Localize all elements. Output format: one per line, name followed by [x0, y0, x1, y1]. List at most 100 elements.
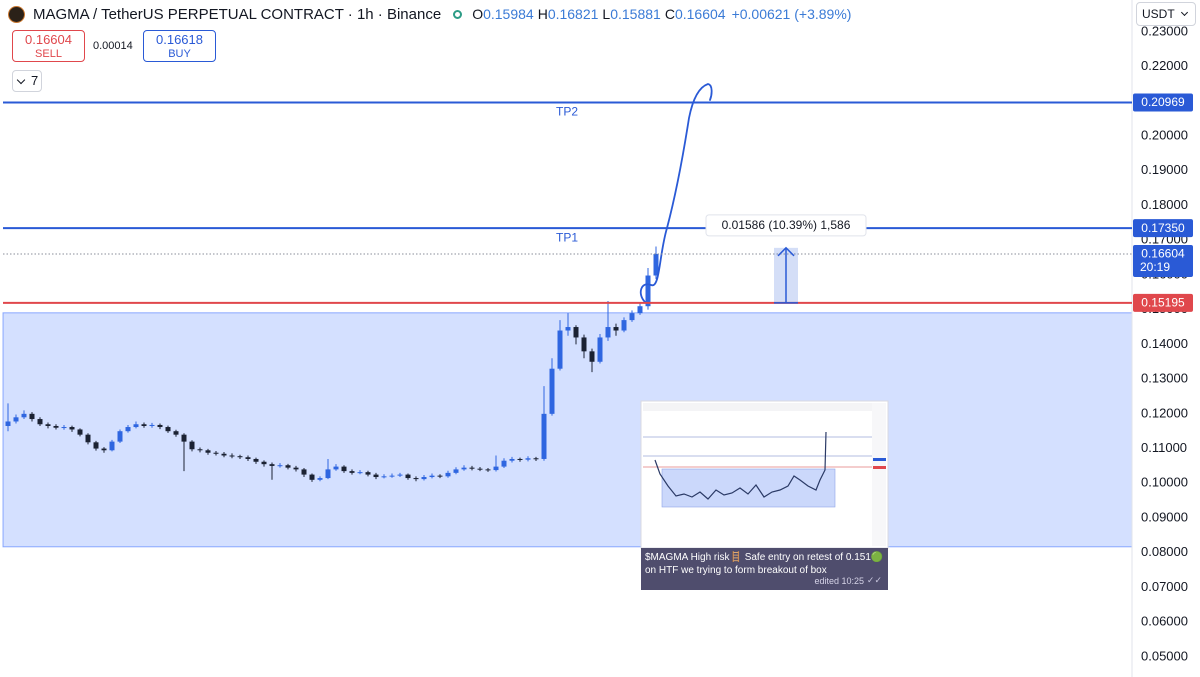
- candle-body: [381, 476, 387, 478]
- inset-tag: [873, 466, 886, 469]
- candle-body: [389, 475, 395, 477]
- level-name: TP1: [556, 230, 578, 244]
- y-tick-label: 0.07000: [1141, 579, 1188, 594]
- candle-body: [213, 452, 219, 454]
- price-tag-label: 0.15195: [1141, 296, 1185, 310]
- zone-box: [2, 312, 1133, 548]
- candle-body: [285, 465, 291, 468]
- symbol-header: MAGMA / TetherUS PERPETUAL CONTRACT · 1h…: [8, 3, 851, 25]
- y-tick-label: 0.22000: [1141, 58, 1188, 73]
- y-tick-label: 0.10000: [1141, 475, 1188, 490]
- buy-label: BUY: [168, 48, 191, 60]
- indicators-toggle[interactable]: 7: [12, 70, 42, 92]
- candle-body: [165, 427, 171, 432]
- candle-body: [533, 458, 539, 460]
- change: +0.00621 (+3.89%): [731, 6, 852, 22]
- candle-body: [69, 427, 75, 430]
- candle-body: [501, 460, 507, 467]
- current-price-tag: [1133, 244, 1193, 277]
- inset-box: [661, 468, 836, 508]
- candle-body: [277, 465, 283, 467]
- candle-body: [541, 413, 547, 459]
- currency-select[interactable]: USDT: [1136, 2, 1196, 26]
- candle-body: [205, 450, 211, 453]
- symbol-logo: [8, 5, 25, 23]
- inset-header: [643, 403, 886, 411]
- candle-body: [101, 448, 107, 451]
- ohlc-key: O: [472, 6, 484, 22]
- y-tick-label: 0.14000: [1141, 336, 1188, 351]
- sell-label: SELL: [35, 48, 62, 60]
- sell-button[interactable]: 0.16604 SELL: [12, 30, 85, 62]
- candle-body: [429, 475, 435, 478]
- ohlc-key: L: [602, 6, 611, 22]
- candle-body: [437, 475, 443, 477]
- y-tick-label: 0.09000: [1141, 509, 1188, 524]
- candle-body: [493, 466, 499, 471]
- current-price-label: 0.16604: [1141, 247, 1185, 261]
- candle-body: [61, 427, 67, 429]
- candle-body: [589, 351, 595, 362]
- candle-body: [349, 471, 355, 473]
- market-status: [453, 9, 463, 19]
- candle-body: [621, 320, 627, 331]
- y-tick-label: 0.19000: [1141, 162, 1188, 177]
- candle-body: [45, 424, 51, 426]
- candle-body: [133, 424, 139, 428]
- candle-body: [117, 431, 123, 442]
- y-tick-label: 0.20000: [1141, 128, 1188, 143]
- candle-body: [365, 472, 371, 475]
- ohlc: C0.16604: [665, 6, 726, 22]
- ohlc: O0.15984: [472, 6, 534, 22]
- candle-body: [53, 425, 59, 428]
- y-tick-label: 0.18000: [1141, 197, 1188, 212]
- ohlc-value: 0.16821: [547, 6, 599, 22]
- candle-body: [613, 327, 619, 331]
- candle-body: [29, 413, 35, 420]
- candle-body: [357, 472, 363, 474]
- candle-body: [37, 419, 43, 425]
- price-tag-label: 0.20969: [1141, 95, 1185, 109]
- candle-body: [525, 458, 531, 460]
- candle-body: [109, 441, 115, 451]
- spread: 0.00014: [93, 40, 133, 52]
- candle-body: [157, 424, 163, 428]
- candle-body: [317, 478, 323, 480]
- candle-body: [13, 417, 19, 422]
- candle-body: [21, 413, 27, 418]
- candle-body: [629, 313, 635, 321]
- candle-body: [461, 467, 467, 470]
- candle-body: [301, 469, 307, 475]
- buy-button[interactable]: 0.16618 BUY: [143, 30, 216, 62]
- measure-label: 0.01586 (10.39%) 1,586: [722, 218, 851, 232]
- measure-label-bg: [705, 214, 867, 237]
- candle-body: [325, 469, 331, 479]
- candle-body: [261, 461, 267, 465]
- candle-body: [477, 468, 483, 470]
- ohlc-value: 0.15984: [483, 6, 534, 22]
- y-tick-label: 0.12000: [1141, 405, 1188, 420]
- ohlc-key: C: [664, 6, 675, 22]
- candle-body: [77, 429, 83, 435]
- candle-body: [637, 306, 643, 314]
- caption-text: $MAGMA High risk🪜 Safe entry on retest o…: [645, 552, 884, 576]
- candle-body: [245, 457, 251, 459]
- candle-body: [253, 458, 259, 462]
- candle-body: [573, 327, 579, 338]
- candle-body: [141, 424, 147, 426]
- candle-body: [597, 337, 603, 362]
- hand-drawn-path: [639, 83, 713, 303]
- candle-body: [125, 427, 131, 432]
- price-tag-label: 0.17350: [1141, 221, 1185, 235]
- inset-caption: $MAGMA High risk🪜 Safe entry on retest o…: [641, 548, 888, 590]
- candle-body: [605, 327, 611, 338]
- y-tick-label: 0.13000: [1141, 371, 1188, 386]
- candle-body: [445, 472, 451, 477]
- candle-body: [453, 469, 459, 473]
- candle-body: [509, 458, 515, 461]
- buy-price: 0.16618: [156, 32, 203, 47]
- ohlc: H0.16821: [538, 6, 599, 22]
- candle-body: [309, 474, 315, 480]
